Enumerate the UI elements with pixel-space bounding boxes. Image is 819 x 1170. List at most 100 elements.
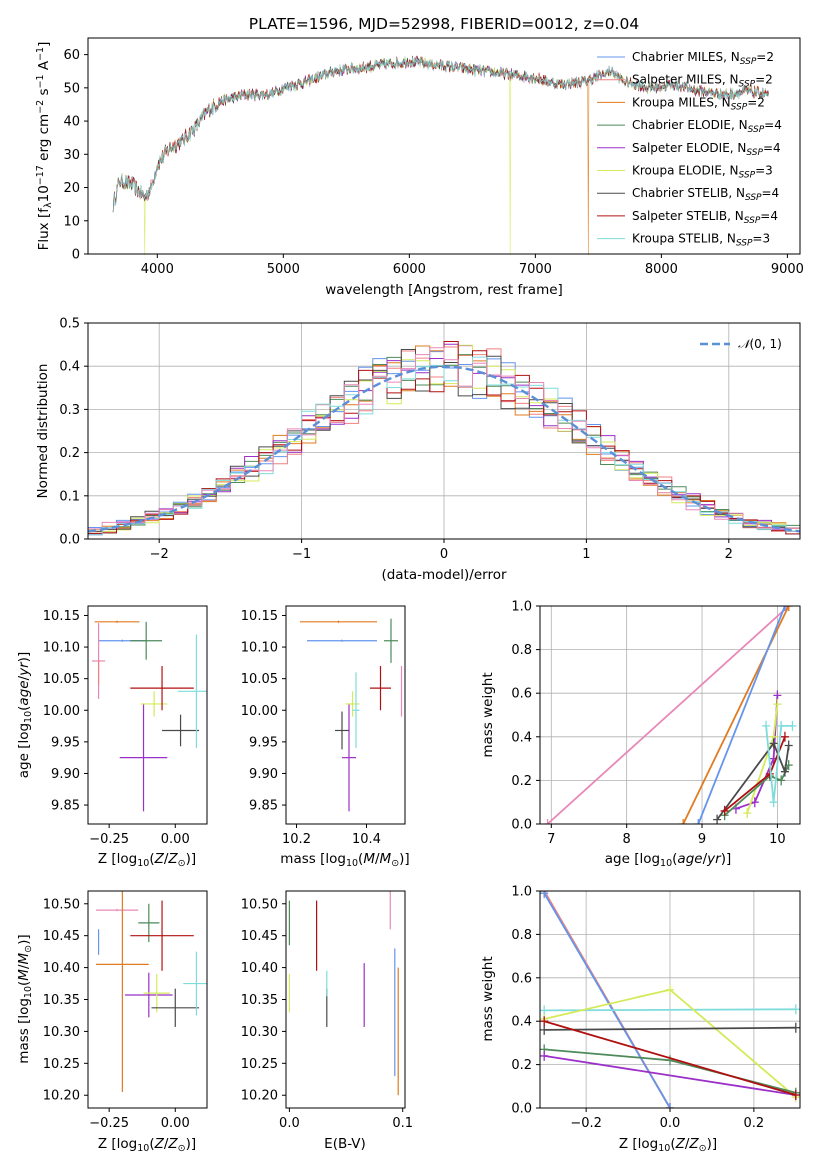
weight-age-x-label: age [log10(age/yr)] xyxy=(605,851,731,869)
weight-marker-orange xyxy=(784,606,793,611)
weight-marker-blue xyxy=(694,819,703,824)
histogram-y-ticks: 0.0 0.1 0.2 0.3 0.4 0.5 xyxy=(59,317,88,548)
age-vs-mass-panel: 10.2 10.4 9.85 9.90 9.95 10.00 10.05 10.10 10.15 xyxy=(241,605,406,847)
x-tick-label: 0.00 xyxy=(161,832,190,847)
panel-data xyxy=(540,891,800,1108)
y-tick-label: 0 xyxy=(72,248,80,263)
y-tick-label: 0.0 xyxy=(511,1102,532,1117)
histogram-x-label: (data-model)/error xyxy=(381,567,507,583)
weight-marker-cyan xyxy=(769,797,778,808)
y-tick-label: 0.4 xyxy=(59,360,80,375)
y-tick-label: 10.50 xyxy=(43,897,80,912)
axes-frame xyxy=(285,605,406,825)
y-tick-label: 10.40 xyxy=(241,961,278,976)
weight-marker-blue xyxy=(540,891,549,899)
weight-line-pink xyxy=(546,606,790,824)
y-tick-label: 10.20 xyxy=(241,1089,278,1104)
legend-label: Salpeter MILES, NSSP=2 xyxy=(632,73,773,90)
x-tick-label: 0.0 xyxy=(279,1116,300,1131)
gaussian-curve xyxy=(87,365,801,533)
weight-line-darkgray xyxy=(544,1026,796,1031)
y-tick-label: 60 xyxy=(63,48,80,63)
weight-z-y-label: mass weight xyxy=(480,956,496,1041)
histogram-legend: 𝒩(0, 1) xyxy=(700,337,782,351)
weight-marker-cyan xyxy=(777,720,786,731)
x-tick-label: 0.1 xyxy=(392,1116,413,1131)
weight-line-blue xyxy=(697,606,786,824)
x-tick-label: 0.00 xyxy=(161,1116,190,1131)
weight-vs-age-panel: 7 8 9 10 0.0 0.2 0.4 0.6 0.8 1.0 xyxy=(511,600,801,847)
weight-marker-darkgray xyxy=(784,740,793,751)
y-tick-label: 10.45 xyxy=(241,929,278,944)
y-tick-label: 0.2 xyxy=(511,774,532,789)
x-tick-label: 6000 xyxy=(393,262,426,277)
weight-marker-cyan xyxy=(762,720,771,731)
weight-marker-green xyxy=(777,775,786,786)
y-tick-label: 10.35 xyxy=(43,993,80,1008)
spectrum-y-label: Flux [fλ10−17 erg cm−2 s−1 A−1] xyxy=(35,42,54,251)
x-tick-label: −0.25 xyxy=(89,1116,129,1131)
spectrum-title: PLATE=1596, MJD=52998, FIBERID=0012, z=0… xyxy=(249,15,639,33)
spectrum-legend: Chabrier MILES, NSSP=2 Salpeter MILES, NS… xyxy=(597,50,782,249)
residual-histogram-panel: −2 −1 0 1 2 0.0 0.1 0.2 0.3 0.4 0.5 (data-model)/… xyxy=(35,317,801,583)
y-tick-label: 10.20 xyxy=(43,1089,80,1104)
histogram-x-ticks: −2 −1 0 1 2 xyxy=(150,539,733,562)
weight-marker-darkgray xyxy=(769,738,778,749)
weight-marker-blue xyxy=(780,606,789,611)
histogram-y-label: Normed distribution xyxy=(35,364,51,499)
y-tick-label: 10.30 xyxy=(43,1025,80,1040)
axes-frame xyxy=(87,605,208,825)
x-tick-label: −0.25 xyxy=(89,832,129,847)
x-tick-label: 7 xyxy=(547,832,555,847)
mass-z-x-label: Z [log10(Z/Z⊙)] xyxy=(98,1136,196,1154)
y-tick-label: 10.40 xyxy=(43,961,80,976)
legend-label-gaussian: 𝒩(0, 1) xyxy=(738,337,782,351)
x-tick-label: 10.4 xyxy=(352,832,381,847)
weight-z-x-label: Z [log10(Z/Z⊙)] xyxy=(619,1136,717,1154)
weight-line-red xyxy=(543,1020,797,1096)
y-tick-label: 10.00 xyxy=(241,704,278,719)
y-tick-label: 9.90 xyxy=(249,767,278,782)
mass-ebv-x-label: E(B-V) xyxy=(324,1136,366,1152)
y-tick-label: 0.0 xyxy=(59,533,80,548)
y-tick-label: 10.00 xyxy=(43,704,80,719)
y-tick-label: 50 xyxy=(63,81,80,96)
weight-marker-darkgray xyxy=(780,766,789,777)
weight-marker-blue xyxy=(666,1103,674,1108)
weight-marker-purple xyxy=(773,690,782,701)
legend-label: Kroupa STELIB, NSSP=3 xyxy=(632,232,770,249)
y-tick-label: 0.6 xyxy=(511,971,532,986)
weight-marker-yellow xyxy=(773,699,782,710)
mass-vs-metallicity-panel: −0.25 0.00 10.20 10.25 10.30 10.35 10.40 10.45 1… xyxy=(43,890,208,1131)
legend-label: Kroupa MILES, NSSP=2 xyxy=(632,95,765,112)
y-tick-label: 9.85 xyxy=(51,799,80,814)
spectrum-y-ticks: 0 10 20 30 40 50 60 xyxy=(63,48,88,263)
y-tick-label: 30 xyxy=(63,148,80,163)
weight-marker-yellow xyxy=(743,808,752,819)
weight-line-cyan xyxy=(765,725,793,803)
weight-marker-red xyxy=(791,1089,800,1100)
weight-marker-orange xyxy=(679,819,688,824)
legend-label: Chabrier ELODIE, NSSP=4 xyxy=(632,118,782,135)
weight-marker-darkgray xyxy=(713,814,722,824)
x-tick-label: 0.0 xyxy=(660,1116,681,1131)
legend-label: Salpeter STELIB, NSSP=4 xyxy=(632,209,778,226)
y-tick-label: 9.95 xyxy=(51,735,80,750)
y-tick-label: 9.95 xyxy=(249,735,278,750)
x-tick-label: 4000 xyxy=(141,262,174,277)
weight-marker-pink xyxy=(543,819,552,824)
age-z-x-label: Z [log10(Z/Z⊙)] xyxy=(98,851,196,869)
x-tick-label: 7000 xyxy=(519,262,552,277)
x-tick-label: −0.2 xyxy=(570,1116,602,1131)
panel-data xyxy=(288,891,399,1096)
y-tick-label: 10.25 xyxy=(43,1057,80,1072)
weight-marker-purple xyxy=(750,797,759,808)
weight-marker-yellow xyxy=(666,984,674,995)
x-tick-label: 0.2 xyxy=(744,1116,765,1131)
x-tick-label: 2 xyxy=(725,547,733,562)
panel-data xyxy=(91,620,207,812)
y-tick-label: 10.30 xyxy=(241,1025,278,1040)
weight-marker-cyan xyxy=(788,720,797,731)
x-tick-label: −1 xyxy=(292,547,311,562)
